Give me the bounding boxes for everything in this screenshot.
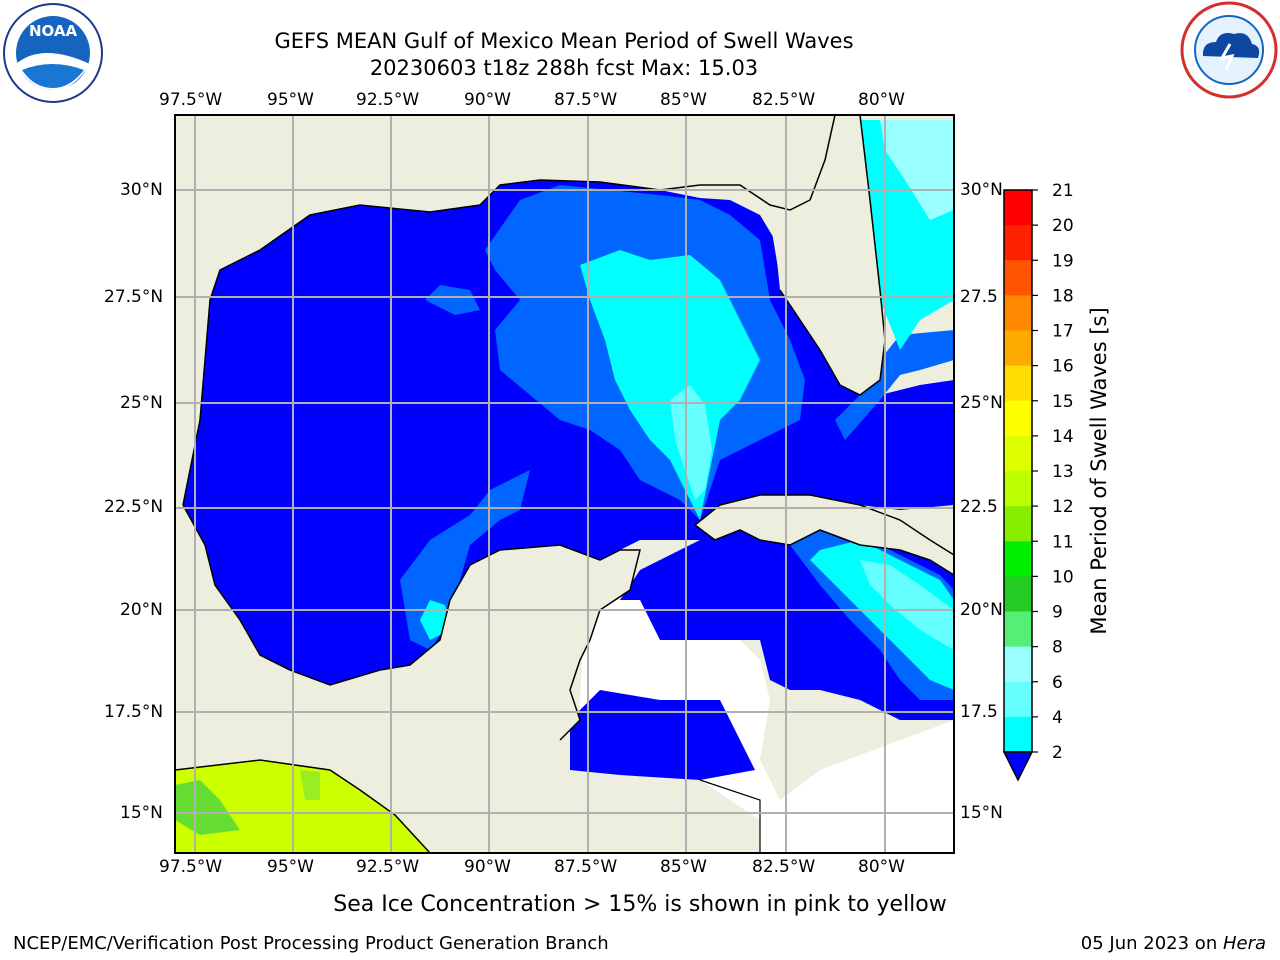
colorbar-tick-label: 11 <box>1052 532 1074 552</box>
noaa-logo-text: NOAA <box>29 22 78 40</box>
colorbar-tick-label: 12 <box>1052 497 1074 517</box>
colorbar-segment <box>1004 611 1032 648</box>
colorbar-segment <box>1004 471 1032 507</box>
colorbar-segment <box>1004 435 1032 472</box>
colorbar-tick-label: 14 <box>1052 427 1074 447</box>
colorbar-segment <box>1004 716 1032 753</box>
lat-tick-left: 30°N <box>120 180 163 200</box>
lon-tick-bottom: 92.5°W <box>356 857 420 877</box>
lat-tick-right: 22.5 <box>960 497 998 517</box>
lon-tick-top: 95°W <box>267 90 314 110</box>
colorbar-segment <box>1004 365 1032 402</box>
lon-tick-top: 82.5°W <box>752 90 816 110</box>
coastline-north <box>182 115 836 506</box>
lat-tick-left: 25°N <box>120 393 163 413</box>
footer-host: Hera <box>1222 933 1266 954</box>
colorbar-segment <box>1004 190 1032 226</box>
lon-tick-top: 92.5°W <box>356 90 420 110</box>
colorbar-tick-label: 17 <box>1052 322 1074 342</box>
colorbar-segment <box>1004 330 1032 367</box>
chart-title: GEFS MEAN Gulf of Mexico Mean Period of … <box>274 29 854 53</box>
gridlines <box>175 115 954 853</box>
lon-tick-top: 97.5°W <box>159 90 223 110</box>
lat-tick-right: 25°N <box>960 393 1003 413</box>
colorbar-segment <box>1004 225 1032 261</box>
lon-tick-top: 87.5°W <box>554 90 618 110</box>
lat-tick-right: 30°N <box>960 180 1003 200</box>
colorbar-tick-label: 15 <box>1052 392 1074 412</box>
colorbar-segment <box>1004 260 1032 296</box>
lon-tick-top: 80°W <box>858 90 905 110</box>
map-frame <box>174 114 955 854</box>
lon-tick-bottom: 90°W <box>464 857 511 877</box>
colorbar-segment <box>1004 295 1032 331</box>
lon-tick-bottom: 87.5°W <box>554 857 618 877</box>
lon-tick-bottom: 82.5°W <box>752 857 816 877</box>
lat-tick-left: 27.5°N <box>104 287 164 307</box>
colorbar-label: Mean Period of Swell Waves [s] <box>1087 307 1111 634</box>
chart-subtitle: 20230603 t18z 288h fcst Max: 15.03 <box>369 56 759 80</box>
swell-region-4-6s <box>580 250 760 520</box>
colorbar-tick-label: 18 <box>1052 286 1074 306</box>
lon-tick-top: 90°W <box>464 90 511 110</box>
lat-tick-right: 20°N <box>960 600 1003 620</box>
lon-tick-bottom: 85°W <box>660 857 707 877</box>
colorbar-tick-label: 20 <box>1052 216 1074 236</box>
colorbar-tick-label: 19 <box>1052 251 1074 271</box>
colorbar-segment <box>1004 646 1032 683</box>
no-data-sea <box>575 600 954 853</box>
sea-ice-note: Sea Ice Concentration > 15% is shown in … <box>333 892 947 917</box>
colorbar-tick-label: 6 <box>1052 673 1063 693</box>
lat-tick-right: 27.5 <box>960 287 998 307</box>
lon-tick-top: 85°W <box>660 90 707 110</box>
colorbar-segment <box>1004 400 1032 437</box>
colorbar-tick-label: 13 <box>1052 462 1074 482</box>
coastline-cuba <box>694 494 954 576</box>
colorbar-extend-arrow <box>1002 751 1034 782</box>
colorbar-tick-label: 9 <box>1052 603 1063 623</box>
colorbar-tick-label: 2 <box>1052 743 1063 763</box>
lat-tick-right: 15°N <box>960 803 1003 823</box>
colorbar-tick-label: 16 <box>1052 357 1074 377</box>
swell-region-6-8s <box>670 385 712 500</box>
footer-credit: NCEP/EMC/Verification Post Processing Pr… <box>13 933 609 954</box>
lat-tick-left: 20°N <box>120 600 163 620</box>
footer-date-text: 05 Jun 2023 on <box>1080 933 1223 954</box>
colorbar-segment <box>1004 506 1032 542</box>
colorbar-tick-label: 8 <box>1052 638 1063 658</box>
colorbar: 2 4 6 8 9 10 11 12 13 14 15 16 17 18 19 20 21 <box>1002 181 1074 782</box>
colorbar-tick-label: 21 <box>1052 181 1074 201</box>
lon-tick-bottom: 80°W <box>858 857 905 877</box>
lat-tick-left: 15°N <box>120 803 163 823</box>
colorbar-segment <box>1004 541 1032 577</box>
colorbar-segment <box>1004 576 1032 612</box>
noaa-logo: NOAA <box>3 3 103 103</box>
footer-date: 05 Jun 2023 on Hera <box>1081 933 1266 955</box>
lon-tick-bottom: 95°W <box>267 857 314 877</box>
nws-logo <box>1180 1 1278 99</box>
lat-tick-left: 22.5°N <box>104 497 164 517</box>
colorbar-segment <box>1004 681 1032 718</box>
map-area <box>175 115 954 853</box>
lon-tick-bottom: 97.5°W <box>159 857 223 877</box>
lat-tick-right: 17.5 <box>960 702 998 722</box>
colorbar-tick-label: 10 <box>1052 567 1074 587</box>
colorbar-tick-label: 4 <box>1052 708 1063 728</box>
lat-tick-left: 17.5°N <box>104 702 164 722</box>
